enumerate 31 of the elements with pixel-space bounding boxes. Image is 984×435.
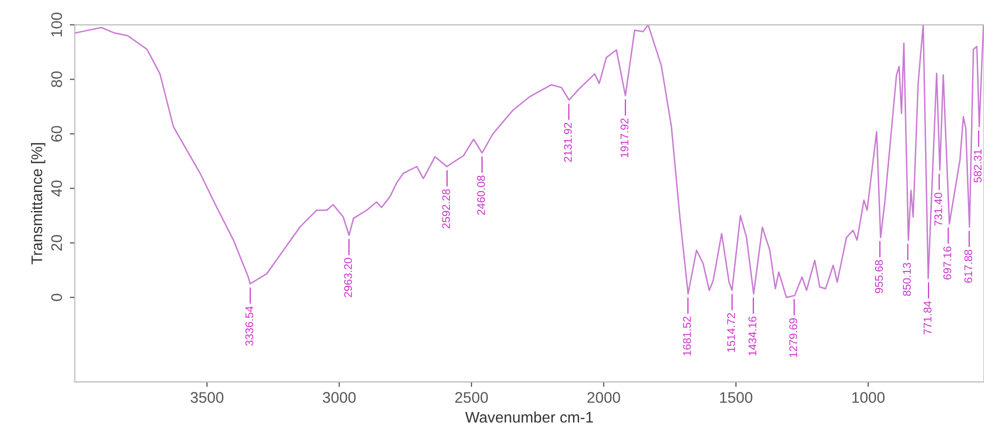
y-axis-title: Transmittance [%] [31, 143, 46, 264]
y-tick-label: 0 [51, 294, 62, 302]
y-tick-label: 100 [51, 12, 62, 36]
annotation: 697.16 [943, 246, 952, 280]
x-tick-label: 2000 [587, 392, 620, 403]
annotation: 731.40 [934, 192, 942, 226]
y-tick-label: 80 [51, 71, 62, 88]
y-tick-label: 60 [51, 126, 62, 142]
x-tick-label: 1000 [852, 392, 885, 403]
x-axis-title: Wavenumber cm-1 [465, 411, 593, 423]
annotation: 617.88 [964, 250, 972, 283]
annotation: 1279.69 [789, 318, 798, 358]
x-tick-label: 3000 [322, 392, 356, 403]
annotation: 1917.92 [620, 118, 628, 158]
annotation: 3336.54 [245, 306, 254, 346]
annotation: 2963.20 [344, 258, 352, 298]
annotation: 1681.52 [683, 316, 691, 356]
annotation: 2592.28 [442, 189, 450, 228]
x-tick-label: 3500 [190, 392, 224, 403]
y-tick-label: 20 [51, 234, 62, 251]
y-tick-label: 40 [51, 180, 62, 197]
annotation: 771.84 [924, 301, 932, 334]
annotation: 955.68 [875, 260, 883, 294]
annotation: 850.13 [902, 262, 911, 296]
x-tick-label: 2500 [455, 392, 488, 403]
annotation: 2131.92 [564, 122, 572, 162]
annotation: 582.31 [974, 150, 982, 183]
annotation: 2460.08 [477, 176, 486, 215]
x-tick-label: 1500 [720, 392, 752, 403]
annotation: 1434.16 [748, 316, 756, 356]
annotation: 1514.72 [727, 313, 736, 352]
